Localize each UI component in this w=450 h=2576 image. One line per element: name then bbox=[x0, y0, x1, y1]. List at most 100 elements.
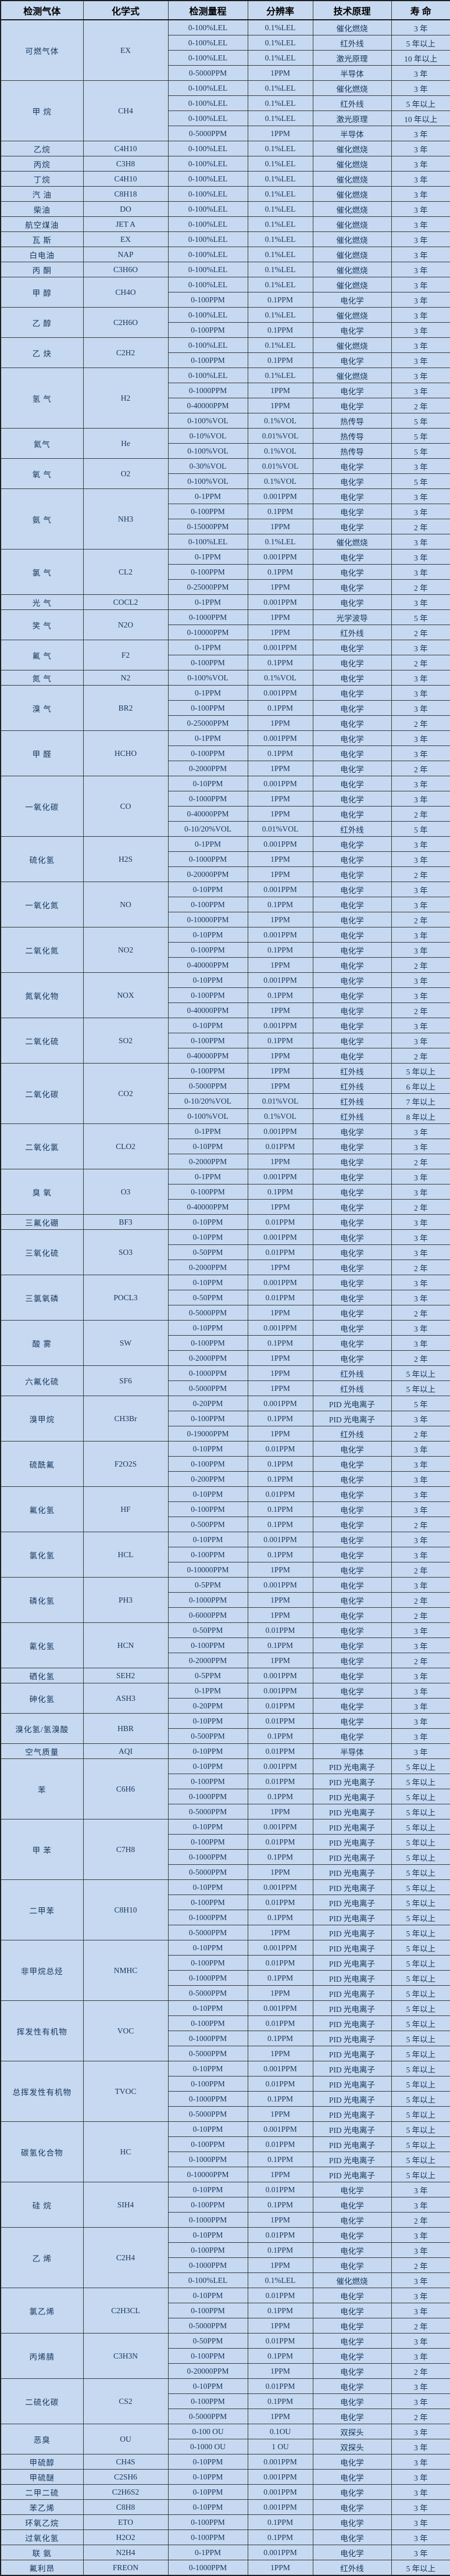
principle-cell: PID 光电离子 bbox=[312, 1774, 392, 1789]
lifetime-cell: 3 年 bbox=[391, 2197, 450, 2213]
resolution-cell: 0.1%LEL bbox=[247, 110, 313, 126]
lifetime-cell: 3 年 bbox=[391, 368, 450, 383]
range-cell: 0-10PPM bbox=[167, 1879, 248, 1895]
principle-cell: PID 光电离子 bbox=[312, 2046, 392, 2061]
lifetime-cell: 3 年 bbox=[391, 488, 450, 504]
principle-cell: 电化学 bbox=[312, 488, 392, 504]
resolution-cell: 0.1PPM bbox=[247, 1970, 313, 1986]
range-cell: 0-40000PPM bbox=[167, 1048, 248, 1064]
table-row: 碳氢化合物 HC 0-10PPM 0.001PPM PID 光电离子 5 年以上 bbox=[0, 2121, 450, 2182]
table-row: 0-100PPM 0.01PPM PID 光电离子 5 年以上 bbox=[1, 2076, 450, 2092]
range-cell: 0-50PPM bbox=[167, 1290, 248, 1305]
principle-cell: 电化学 bbox=[312, 1199, 392, 1215]
lifetime-cell: 3 年 bbox=[391, 307, 450, 323]
principle-cell: 红外线 bbox=[312, 1078, 392, 1094]
range-cell: 0-10PPM bbox=[167, 1018, 248, 1033]
principle-cell: 双探头 bbox=[312, 2424, 392, 2439]
table-row: 0-100PPM 0.1PPM 电化学 3 年 bbox=[1, 1501, 450, 1517]
range-cell: 0-10PPM bbox=[167, 2288, 248, 2303]
formula-cell: VOC bbox=[83, 2000, 169, 2061]
lifetime-cell: 10 年以上 bbox=[391, 110, 450, 126]
gas-name-cell: 一氧化氮 bbox=[0, 882, 84, 927]
principle-cell: 电化学 bbox=[312, 1320, 392, 1336]
range-cell: 0-10PPM bbox=[167, 2061, 248, 2077]
formula-cell: C8H10 bbox=[83, 1879, 169, 1940]
table-row: 苯 C6H6 0-10PPM 0.001PPM PID 光电离子 5 年以上 bbox=[0, 1758, 450, 1819]
lifetime-cell: 5 年以上 bbox=[391, 2061, 450, 2077]
formula-cell: NO bbox=[83, 882, 169, 927]
principle-cell: 电化学 bbox=[312, 1577, 392, 1593]
principle-cell: 电化学 bbox=[312, 2333, 392, 2349]
lifetime-cell: 3 年 bbox=[391, 322, 450, 338]
formula-cell: HCN bbox=[83, 1622, 169, 1668]
lifetime-cell: 3 年 bbox=[391, 987, 450, 1003]
gas-name-cell: 甲 烷 bbox=[0, 80, 84, 141]
lifetime-cell: 3 年 bbox=[391, 791, 450, 807]
range-cell: 0-5000PPM bbox=[167, 1305, 248, 1321]
formula-cell: SO3 bbox=[83, 1229, 169, 1275]
formula-cell: C2H3CL bbox=[83, 2288, 169, 2334]
range-cell: 0-2000PPM bbox=[167, 1260, 248, 1275]
table-row: 0-1000PPM 1PPM 电化学 3 年 bbox=[1, 851, 450, 867]
gas-name-cell: 环氧乙烷 bbox=[0, 2514, 84, 2530]
resolution-cell: 0.1%LEL bbox=[247, 307, 313, 323]
table-row: 0-100PPM 0.1PPM 电化学 3 年 bbox=[1, 322, 450, 338]
principle-cell: PID 光电离子 bbox=[312, 1955, 392, 1971]
resolution-cell: 0.001PPM bbox=[247, 1668, 313, 1683]
lifetime-cell: 3 年 bbox=[391, 1728, 450, 1744]
principle-cell: 电化学 bbox=[312, 2257, 392, 2273]
resolution-cell: 1 OU bbox=[247, 2439, 313, 2454]
range-cell: 0-1PPM bbox=[167, 1169, 248, 1184]
principle-cell: 电化学 bbox=[312, 1562, 392, 1578]
table-row: 0-1000PPM 1PPM 电化学 3 年 bbox=[1, 383, 450, 398]
range-cell: 0-5000PPM bbox=[167, 1925, 248, 1940]
gas-name-cell: 乙烷 bbox=[0, 141, 84, 156]
resolution-cell: 0.1PPM bbox=[247, 2152, 313, 2167]
gas-name-cell: 联 氨 bbox=[0, 2545, 84, 2560]
table-row: 总挥发性有机物 TVOC 0-10PPM 0.001PPM PID 光电离子 5 年以上 bbox=[0, 2061, 450, 2122]
resolution-cell: 0.1PPM bbox=[247, 1033, 313, 1048]
lifetime-cell: 3 年 bbox=[391, 277, 450, 292]
table-row: 0-19000PPM 1PPM 红外线 2 年 bbox=[1, 1426, 450, 1442]
column-header-5: 寿 命 bbox=[391, 0, 450, 20]
lifetime-cell: 3 年 bbox=[391, 1441, 450, 1457]
table-row: 0-100PPM 0.1PPM 电化学 3 年 bbox=[1, 1547, 450, 1562]
gas-name-cell: 二氧化氮 bbox=[0, 927, 84, 973]
table-row: 0-100PPM 0.1PPM 电化学 3 年 bbox=[1, 700, 450, 716]
resolution-cell: 0.1PPM bbox=[247, 942, 313, 958]
table-row: 氮 气 N2 0-100%VOL 0.1%VOL 电化学 3 年 bbox=[0, 670, 450, 686]
principle-cell: 电化学 bbox=[312, 1290, 392, 1305]
range-cell: 0-1000PPM bbox=[167, 2152, 248, 2167]
principle-cell: 电化学 bbox=[312, 1350, 392, 1366]
formula-cell: CS2 bbox=[83, 2378, 169, 2424]
table-row: 0-50PPM 0.01PPM 电化学 3 年 bbox=[1, 1290, 450, 1305]
lifetime-cell: 3 年 bbox=[391, 2529, 450, 2545]
resolution-cell: 0.001PPM bbox=[247, 685, 313, 701]
gas-name-cell: 苯 bbox=[0, 1758, 84, 1819]
lifetime-cell: 3 年 bbox=[391, 383, 450, 398]
range-cell: 0-10PPM bbox=[167, 1214, 248, 1230]
lifetime-cell: 3 年 bbox=[391, 19, 450, 35]
table-row: 0-5000PPM 1PPM PID 光电离子 5 年以上 bbox=[1, 1985, 450, 2001]
table-row: 0-100PPM 0.01PPM PID 光电离子 5 年以上 bbox=[1, 2136, 450, 2152]
resolution-cell: 0.1PPM bbox=[247, 987, 313, 1003]
principle-cell: 电化学 bbox=[312, 1033, 392, 1048]
resolution-cell: 0.001PPM bbox=[247, 1940, 313, 1956]
resolution-cell: 0.1%LEL bbox=[247, 2272, 313, 2288]
principle-cell: 红外线 bbox=[312, 625, 392, 640]
formula-cell: PH3 bbox=[83, 1577, 169, 1623]
principle-cell: PID 光电离子 bbox=[312, 1834, 392, 1850]
principle-cell: 电化学 bbox=[312, 987, 392, 1003]
formula-cell: TVOC bbox=[83, 2061, 169, 2122]
table-row: 0-25000PPM 1PPM 电化学 2 年 bbox=[1, 579, 450, 595]
range-cell: 0-25000PPM bbox=[167, 579, 248, 595]
lifetime-cell: 3 年 bbox=[391, 504, 450, 519]
table-row: 氦气 He 0-10%VOL 0.01%VOL 热传导 5 年 bbox=[0, 428, 450, 459]
principle-cell: PID 光电离子 bbox=[312, 1789, 392, 1804]
resolution-cell: 0.1PPM bbox=[247, 1501, 313, 1517]
table-row: 白电油 NAP 0-100%LEL 0.1%LEL 催化燃烧 3 年 bbox=[0, 247, 450, 262]
principle-cell: 电化学 bbox=[312, 519, 392, 534]
principle-cell: 电化学 bbox=[312, 1637, 392, 1653]
gas-name-cell: 二硫化碳 bbox=[0, 2378, 84, 2424]
principle-cell: 电化学 bbox=[312, 1471, 392, 1487]
